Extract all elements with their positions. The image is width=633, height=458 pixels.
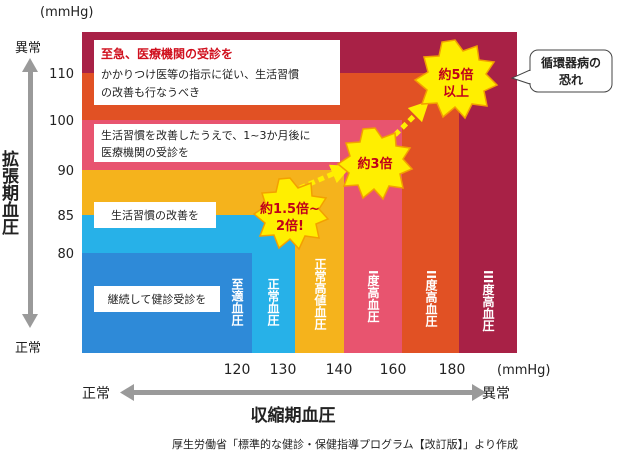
advice-box-2 [94,202,216,228]
risk-burst-3 [413,39,499,120]
y-tick-85: 85 [57,209,74,224]
advice-text-2: 生活習慣の改善を [111,208,199,222]
zone-label-high-normal: 正常高値血圧 [313,258,327,331]
advice-box-4 [94,40,340,105]
risk-arrow-2 [393,100,430,137]
advice-text-3b: 医療機関の受診を [101,145,189,159]
x-unit: (mmHg) [497,363,551,378]
advice-box-1 [94,286,220,312]
y-tick-100: 100 [49,114,74,129]
y-top-word: 異常 [15,41,41,56]
y-arrow-up [22,58,38,72]
x-tick-140: 140 [326,362,353,378]
zone-label-ii: II度高血圧 [424,270,438,327]
x-left-word: 正常 [82,386,110,402]
risk-text-1b: 2倍! [276,218,304,234]
x-tick-160: 160 [380,362,407,378]
x-arrow-right [472,384,486,401]
x-arrow-left [120,384,134,401]
risk-burst-1 [252,177,330,251]
advice-text-4b: の改善も行なうべき [101,85,200,99]
x-title: 収縮期血圧 [251,405,336,426]
zone-label-optimal: 至適血圧 [230,278,244,327]
risk-arrow-1 [299,164,352,191]
zone-label-i: I度高血圧 [366,270,380,323]
y-tick-110: 110 [49,67,74,82]
y-arrow-down [22,314,38,328]
advice-text-1: 継続して健診受診を [108,292,207,306]
risk-text-1a: 約1.5倍~ [260,201,320,217]
zone-label-normal: 正常血圧 [266,278,280,327]
advice-text-4a: かかりつけ医等の指示に従い、生活習慣 [101,67,299,81]
y-title: 拡張期血圧 [0,149,19,236]
risk-text-2: 約3倍 [357,156,392,172]
advice-title-4: 至急、医療機関の受診を [101,46,233,61]
risk-burst-2 [336,127,414,201]
callout-text-1: 循環器病の [541,55,601,70]
x-tick-130: 130 [270,362,297,378]
y-unit: (mmHg) [40,5,94,20]
advice-text-3a: 生活習慣を改善したうえで、1~3か月後に [101,128,310,142]
zone-label-iii: III度高血圧 [481,270,495,332]
risk-text-3a: 約5倍 [438,67,473,83]
source-note: 厚生労働省「標準的な健診・保健指導プログラム【改訂版】」より作成 [172,437,518,451]
risk-text-3b: 以上 [443,85,469,100]
x-tick-180: 180 [439,362,466,378]
y-tick-90: 90 [57,164,74,179]
y-tick-80: 80 [57,247,74,262]
x-tick-120: 120 [224,362,251,378]
advice-box-3 [94,124,340,162]
y-bottom-word: 正常 [15,341,41,356]
x-right-word: 異常 [482,386,510,402]
callout-text-2: 恐れ [559,73,583,87]
